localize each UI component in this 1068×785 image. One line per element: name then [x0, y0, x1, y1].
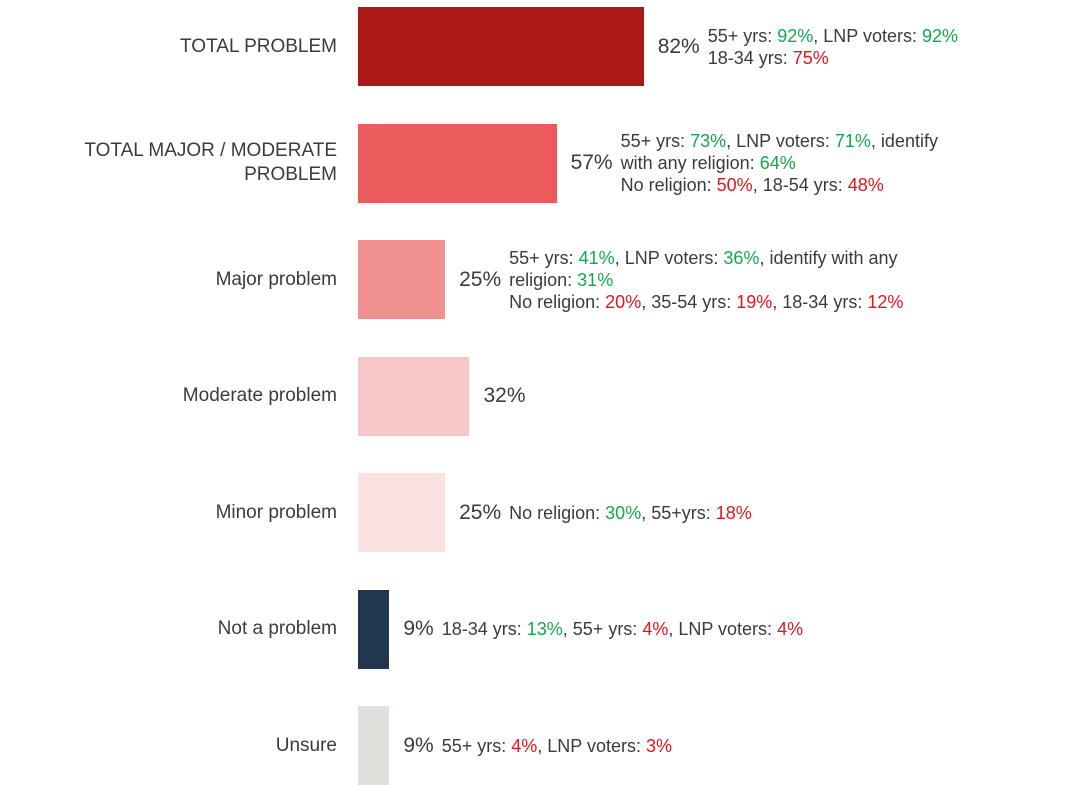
annotation-text: 55+ yrs: — [509, 247, 579, 268]
bar — [358, 356, 470, 436]
annotation-text: , 18-54 yrs: — [752, 175, 848, 195]
annotation-line: No religion: 20%, 35-54 yrs: 19%, 18-34 … — [509, 291, 903, 313]
higher-stat: 41% — [578, 247, 615, 268]
lower-stat: 12% — [867, 291, 904, 312]
subgroup-annotation: 55+ yrs: 41%, LNP voters: 36%, identify … — [509, 247, 903, 313]
bar — [358, 7, 644, 86]
lower-stat: 4% — [777, 619, 804, 639]
higher-stat: 92% — [777, 25, 814, 46]
bar — [358, 706, 390, 785]
subgroup-annotation: 55+ yrs: 92%, LNP voters: 92% 18-34 yrs: … — [708, 25, 958, 69]
annotation-text: , 35-54 yrs: — [641, 291, 737, 312]
annotation-text: , LNP voters: — [537, 735, 646, 756]
annotation-text: , LNP voters: — [813, 25, 922, 46]
bar — [358, 473, 446, 552]
annotation-text: , LNP voters: — [726, 131, 835, 151]
value-label: 32% — [483, 384, 526, 407]
category-label: Major problem — [215, 268, 337, 290]
higher-stat: 31% — [577, 269, 614, 290]
annotation-line: No religion: 50%, 18-54 yrs: 48% — [621, 174, 938, 196]
category-label: TOTAL PROBLEM — [180, 35, 337, 57]
annotation-text: , 55+yrs: — [641, 502, 716, 523]
annotation-line: 18-34 yrs: 13%, 55+ yrs: 4%, LNP voters:… — [442, 618, 803, 640]
annotation-line: with any religion: 64% — [621, 152, 938, 174]
higher-stat: 71% — [834, 131, 871, 151]
value-label: 82% — [657, 34, 700, 58]
lower-stat: 4% — [511, 735, 538, 756]
lower-stat: 19% — [736, 291, 773, 312]
category-label: Moderate problem — [182, 385, 337, 406]
value-label: 25% — [459, 500, 502, 524]
category-label: Unsure — [275, 734, 337, 756]
annotation-line: 55+ yrs: 4%, LNP voters: 3% — [442, 735, 672, 757]
annotation-text: No religion: — [620, 175, 717, 195]
annotation-text: , identify with any — [759, 247, 898, 268]
value-label: 57% — [570, 151, 613, 174]
higher-stat: 64% — [759, 153, 796, 173]
higher-stat: 30% — [605, 502, 642, 523]
higher-stat: 73% — [690, 131, 727, 151]
annotation-line: 55+ yrs: 73%, LNP voters: 71%, identify — [621, 130, 938, 152]
bar — [358, 589, 390, 669]
annotation-text: 55+ yrs: — [441, 735, 512, 756]
annotation-text: 18-34 yrs: — [707, 47, 793, 68]
category-label: Minor problem — [215, 501, 337, 523]
lower-stat: 3% — [645, 735, 672, 756]
lower-stat: 75% — [792, 47, 829, 68]
annotation-text: No religion: — [509, 502, 606, 523]
subgroup-annotation: 55+ yrs: 73%, LNP voters: 71%, identify w… — [621, 130, 938, 196]
subgroup-annotation: 18-34 yrs: 13%, 55+ yrs: 4%, LNP voters:… — [442, 618, 803, 640]
annotation-line: religion: 31% — [509, 269, 903, 291]
annotation-text: with any religion: — [620, 153, 760, 173]
category-label: TOTAL MAJOR / MODERATE PROBLEM — [84, 140, 337, 185]
annotation-text: , LNP voters: — [668, 619, 778, 639]
lower-stat: 48% — [847, 175, 884, 195]
annotation-text: No religion: — [509, 291, 606, 312]
value-label: 9% — [403, 617, 434, 640]
annotation-line: 18-34 yrs: 75% — [708, 47, 958, 69]
bar — [358, 240, 446, 319]
annotation-line: 55+ yrs: 41%, LNP voters: 36%, identify … — [509, 247, 903, 269]
subgroup-annotation: No religion: 30%, 55+yrs: 18% — [509, 502, 752, 524]
annotation-text: 18-34 yrs: — [441, 619, 527, 639]
annotation-line: 55+ yrs: 92%, LNP voters: 92% — [708, 25, 958, 47]
value-label: 9% — [403, 733, 434, 757]
lower-stat: 50% — [716, 175, 753, 195]
annotation-text: 55+ yrs: — [620, 131, 691, 151]
lower-stat: 18% — [715, 502, 752, 523]
category-label: Not a problem — [217, 618, 337, 639]
annotation-text: , identify — [870, 131, 938, 151]
annotation-text: , 55+ yrs: — [562, 619, 643, 639]
lower-stat: 20% — [605, 291, 642, 312]
annotation-text: , LNP voters: — [614, 247, 724, 268]
annotation-line: No religion: 30%, 55+yrs: 18% — [509, 502, 752, 524]
annotation-text: religion: — [509, 269, 578, 290]
bar — [358, 123, 557, 203]
subgroup-annotation: 55+ yrs: 4%, LNP voters: 3% — [442, 735, 672, 757]
annotation-text: 55+ yrs: — [707, 25, 778, 46]
annotation-text: , 18-34 yrs: — [772, 291, 868, 312]
higher-stat: 92% — [922, 25, 959, 46]
higher-stat: 13% — [526, 619, 563, 639]
higher-stat: 36% — [723, 247, 760, 268]
lower-stat: 4% — [642, 619, 669, 639]
value-label: 25% — [459, 267, 502, 291]
